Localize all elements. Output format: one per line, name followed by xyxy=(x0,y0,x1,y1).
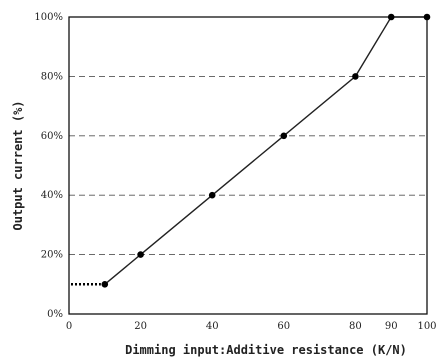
y-tick-label: 40% xyxy=(41,190,63,201)
x-tick-label: 90 xyxy=(385,321,398,332)
x-tick-label: 80 xyxy=(349,321,362,332)
x-axis-label: Dimming input:Additive resistance (K/N) xyxy=(125,343,407,357)
data-points xyxy=(101,13,431,288)
data-point xyxy=(280,132,288,140)
x-tick-label: 20 xyxy=(134,321,147,332)
x-tick-label: 40 xyxy=(206,321,219,332)
data-point xyxy=(352,73,359,80)
y-tick-labels: 0% 20% 40% 60% 80% 100% xyxy=(34,12,63,320)
data-point xyxy=(387,13,395,21)
x-tick-label: 100 xyxy=(417,321,436,332)
plot-frame xyxy=(68,16,428,315)
data-point xyxy=(423,13,431,21)
y-tick-label: 0% xyxy=(47,309,63,320)
y-tick-label: 100% xyxy=(34,12,63,23)
data-point xyxy=(208,191,216,199)
y-tick-label: 20% xyxy=(41,250,63,261)
y-tick-label: 60% xyxy=(41,131,63,142)
x-tick-label: 0 xyxy=(66,321,72,332)
y-tick-label: 80% xyxy=(41,71,63,82)
series-line xyxy=(104,16,427,285)
x-tick-label: 60 xyxy=(277,321,290,332)
x-tick-labels: 0 20 40 60 80 90 100 xyxy=(66,321,437,332)
data-point xyxy=(137,251,144,258)
data-point xyxy=(101,281,109,288)
y-axis-label: Output current (%) xyxy=(11,100,25,230)
